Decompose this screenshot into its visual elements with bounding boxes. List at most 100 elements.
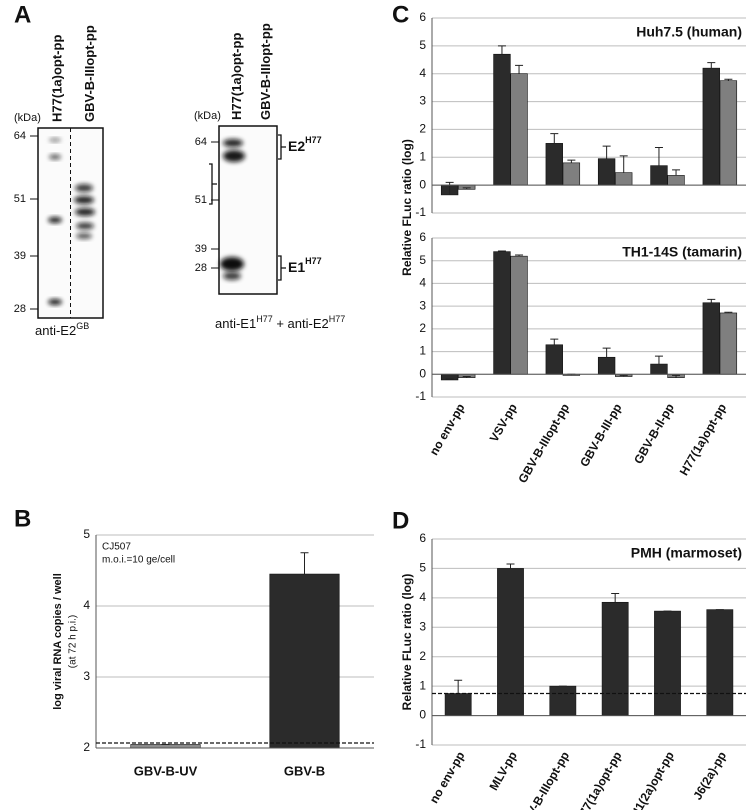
annotation: m.o.i.=10 ge/cell — [102, 555, 175, 566]
y-tick-label: -1 — [415, 205, 426, 219]
marker-label: 64 — [195, 136, 207, 148]
caption-text: anti-E2 — [35, 323, 76, 338]
y-tick-label: 1 — [419, 678, 426, 692]
error-bar — [619, 155, 628, 173]
bar — [650, 165, 668, 186]
lane-label: GBV-B-IIIopt-pp — [82, 25, 97, 122]
y-tick-label: 0 — [419, 177, 426, 191]
bar — [493, 53, 511, 186]
y-tick-label: 6 — [419, 10, 426, 24]
bar — [667, 175, 685, 186]
blot-caption: anti-E1H77 + anti-E2H77 — [215, 314, 345, 331]
marker-label: 28 — [14, 303, 26, 315]
bar — [706, 609, 734, 716]
bar — [719, 80, 738, 186]
caption-sup: GB — [76, 321, 89, 331]
band-sup: H77 — [305, 256, 322, 266]
bar — [702, 302, 720, 375]
y-tick-label: -1 — [415, 737, 426, 751]
y-tick-label: 4 — [419, 590, 426, 604]
y-axis-note: (at 72 h p.i.) — [68, 615, 79, 668]
bar — [510, 73, 528, 186]
blot-band — [223, 272, 241, 280]
blot-band — [220, 257, 244, 271]
marker-label: 39 — [14, 250, 26, 262]
y-tick-label: 3 — [419, 94, 426, 108]
error-bar — [454, 679, 463, 694]
caption-text: anti-E1 — [215, 316, 256, 331]
blot-band — [75, 184, 93, 192]
bar — [601, 601, 629, 716]
error-bar — [497, 250, 506, 252]
error-bar — [445, 181, 454, 195]
x-tick-label: GBV-B-UV — [134, 763, 198, 778]
caption-sup: H77 — [256, 314, 273, 324]
blot-band — [223, 150, 245, 162]
y-tick-label: 5 — [83, 527, 90, 541]
marker-label: 64 — [14, 130, 26, 142]
error-bar — [672, 374, 681, 378]
x-tick-label: VSV-pp — [487, 401, 520, 444]
blot-band — [48, 217, 62, 223]
x-tick-label: no env-pp — [427, 401, 468, 458]
y-tick-label: -1 — [415, 389, 426, 403]
bar — [597, 356, 616, 375]
error-bar — [506, 563, 515, 569]
y-axis-label: log viral RNA copies / well — [52, 573, 64, 710]
x-tick-label: J6(2a)-pp — [690, 749, 729, 802]
marker-label: 51 — [195, 194, 207, 206]
blot-band — [76, 233, 92, 239]
caption-text: + anti-E2 — [273, 316, 329, 331]
y-tick-label: 4 — [419, 276, 426, 290]
y-tick-label: 1 — [419, 149, 426, 163]
bar — [615, 172, 633, 186]
bar — [654, 610, 681, 716]
bar — [497, 568, 524, 716]
x-tick-label: no env-pp — [427, 749, 468, 806]
error-bar — [654, 147, 663, 166]
y-tick-label: 6 — [419, 230, 426, 244]
caption-sup: H77 — [329, 314, 346, 324]
error-bar — [462, 187, 471, 190]
plot-title: TH1-14S (tamarin) — [622, 244, 742, 260]
plot-title: PMH (marmoset) — [631, 545, 742, 561]
panel-letter: C — [392, 1, 409, 28]
y-tick-label: 0 — [419, 366, 426, 380]
y-axis-label: Relative FLuc ratio (log) — [400, 139, 414, 276]
error-bar — [619, 374, 628, 377]
y-tick-label: 5 — [419, 253, 426, 267]
marker-label: 51 — [14, 193, 26, 205]
lane-label: H77(1a)opt-pp — [50, 35, 65, 122]
bar — [650, 363, 668, 375]
error-bar — [300, 552, 309, 575]
error-bar — [550, 338, 559, 345]
bar — [510, 255, 528, 375]
error-bar — [672, 169, 681, 176]
bar — [562, 162, 581, 186]
lane-label: H77(1a)opt-pp — [229, 33, 244, 120]
y-tick-label: 4 — [83, 598, 90, 612]
band-name: E2 — [288, 138, 305, 154]
bar — [545, 143, 563, 186]
y-tick-label: 5 — [419, 38, 426, 52]
error-bar — [602, 347, 611, 358]
y-tick-label: 4 — [419, 66, 426, 80]
bar — [549, 685, 577, 716]
bar — [597, 158, 616, 186]
y-tick-label: 3 — [419, 619, 426, 633]
marker-label: 28 — [195, 262, 207, 274]
error-bar — [654, 355, 663, 365]
y-tick-label: 6 — [419, 531, 426, 545]
blot-band — [48, 299, 62, 305]
blot-band — [74, 196, 94, 204]
error-bar — [611, 592, 620, 603]
lane-label: GBV-B-IIIopt-pp — [258, 23, 273, 120]
blot-band — [49, 154, 61, 160]
y-tick-label: 1 — [419, 344, 426, 358]
error-bar — [550, 133, 559, 144]
x-tick-label: MLV-pp — [487, 749, 520, 793]
y-tick-label: 2 — [419, 122, 426, 136]
band-label: E2H77 — [288, 135, 322, 153]
bar — [444, 693, 472, 716]
blot-band — [49, 138, 61, 142]
